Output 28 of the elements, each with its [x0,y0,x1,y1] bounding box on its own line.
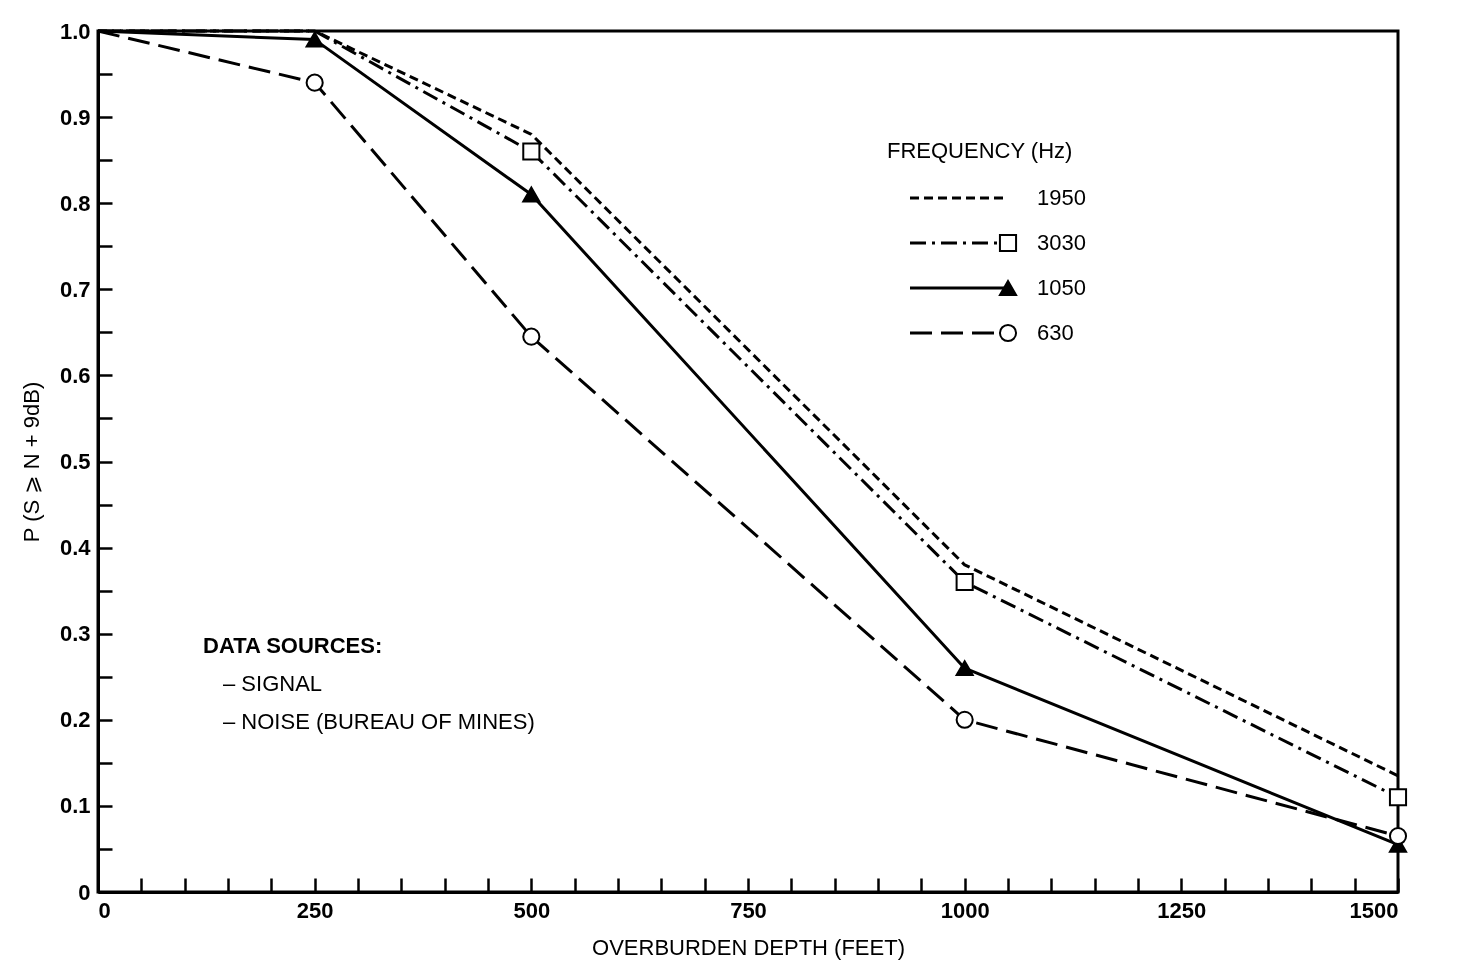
annotation: – SIGNAL [223,671,323,696]
y-tick-label: 1.0 [59,18,91,44]
annotation: DATA SOURCES: [203,633,383,658]
y-tick-label: 0.8 [59,190,91,216]
y-tick-label: 0.2 [59,707,91,733]
legend-label: 3030 [1037,230,1086,255]
y-tick-label: 0.4 [59,535,92,561]
x-axis-title: OVERBURDEN DEPTH (FEET) [592,934,905,960]
y-axis-title: P (S ⩾ N + 9dB) [18,381,44,543]
x-tick-label: 500 [513,897,551,923]
x-tick-label: 0 [98,897,111,923]
y-tick-label: 0.3 [59,621,91,647]
y-tick-label: 0.1 [59,793,91,819]
y-tick-label: 0.9 [59,104,91,130]
annotation: – NOISE (BUREAU OF MINES) [223,709,535,734]
y-tick-label: 0 [78,879,91,905]
legend-label: 630 [1037,320,1074,345]
y-tick-label: 0.5 [59,449,91,474]
y-tick-label: 0.7 [59,276,91,302]
legend-label: 1050 [1037,275,1086,300]
x-tick-label: 1500 [1349,897,1399,923]
x-tick-label: 250 [296,897,334,923]
x-tick-label: 1250 [1157,897,1207,923]
y-tick-label: 0.6 [59,362,91,388]
x-tick-label: 750 [730,897,767,923]
legend-label: 1950 [1037,185,1086,210]
legend-title: FREQUENCY (Hz) [887,138,1073,163]
x-tick-label: 1000 [940,897,990,923]
